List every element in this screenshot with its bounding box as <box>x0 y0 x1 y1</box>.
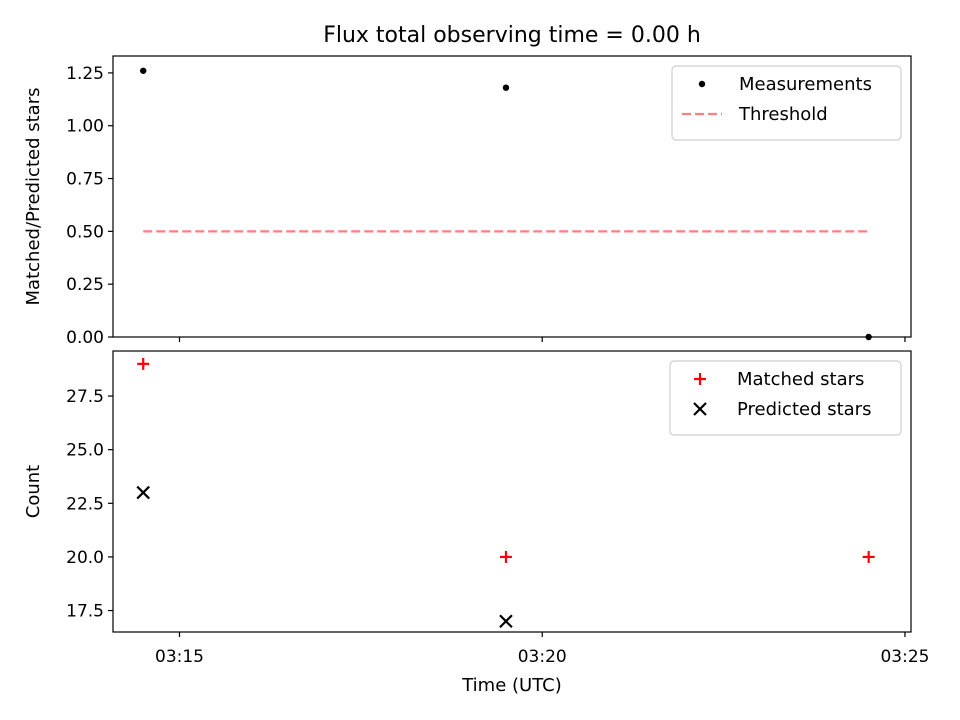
bottom-plot-frame <box>112 350 912 633</box>
bottom-x-axis: 03:15 03:20 03:25 <box>155 632 929 667</box>
top-plot-frame <box>112 55 912 338</box>
y-tick-label: 0.50 <box>66 222 104 242</box>
y-tick-label: 27.5 <box>66 387 104 407</box>
bottom-legend: Matched stars Predicted stars <box>669 360 902 436</box>
y-tick-label: 0.25 <box>66 275 104 295</box>
legend-label: Threshold <box>738 104 828 125</box>
legend-marker <box>693 402 707 416</box>
x-stroke <box>136 485 151 500</box>
legend-label: Matched stars <box>737 369 864 390</box>
bottom-y-axis: 17.5 20.0 22.5 25.0 27.5 <box>66 387 113 622</box>
matched-stars-point <box>499 550 512 563</box>
y-tick-label: 1.00 <box>66 117 104 137</box>
x-tick-label: 03:15 <box>155 647 204 667</box>
bottom-panel-marks <box>136 357 875 629</box>
figure-title: Flux total observing time = 0.00 h <box>323 23 701 48</box>
measurements-point <box>140 67 147 74</box>
y-tick-label: 25.0 <box>66 441 104 461</box>
top-panel: 0.00 0.25 0.50 0.75 1.00 1.25 Matched/Predict… <box>23 55 912 348</box>
bottom-y-axis-label: Count <box>23 465 44 518</box>
legend-box <box>671 65 902 141</box>
x-tick-label: 03:25 <box>880 647 929 667</box>
predicted-stars-point <box>499 614 513 629</box>
predicted-stars-point <box>136 485 151 500</box>
bottom-panel: 17.5 20.0 22.5 25.0 27.5 03:15 03:20 03:25 Cou… <box>23 350 929 696</box>
legend-marker <box>694 373 706 385</box>
top-x-axis <box>178 337 906 342</box>
top-y-axis: 0.00 0.25 0.50 0.75 1.00 1.25 <box>66 64 113 348</box>
y-tick-label: 0.75 <box>66 170 104 190</box>
y-tick-label: 20.0 <box>66 548 104 568</box>
legend-box <box>669 360 902 436</box>
top-legend: Measurements Threshold <box>671 65 902 141</box>
legend-marker <box>698 80 706 88</box>
y-tick-label: 1.25 <box>66 64 104 84</box>
legend-label: Measurements <box>739 74 872 95</box>
legend-label: Predicted stars <box>737 399 871 420</box>
top-y-axis-label: Matched/Predicted stars <box>23 88 44 306</box>
matched-stars-point <box>137 357 150 370</box>
x-stroke <box>693 402 707 416</box>
y-tick-label: 17.5 <box>66 602 104 622</box>
measurements-point <box>502 84 510 91</box>
bottom-x-axis-label: Time (UTC) <box>461 675 562 696</box>
y-tick-label: 22.5 <box>66 494 104 514</box>
x-stroke <box>499 614 513 629</box>
y-tick-label: 0.00 <box>66 328 104 348</box>
matched-stars-point <box>862 550 875 563</box>
x-tick-label: 03:20 <box>518 647 567 667</box>
